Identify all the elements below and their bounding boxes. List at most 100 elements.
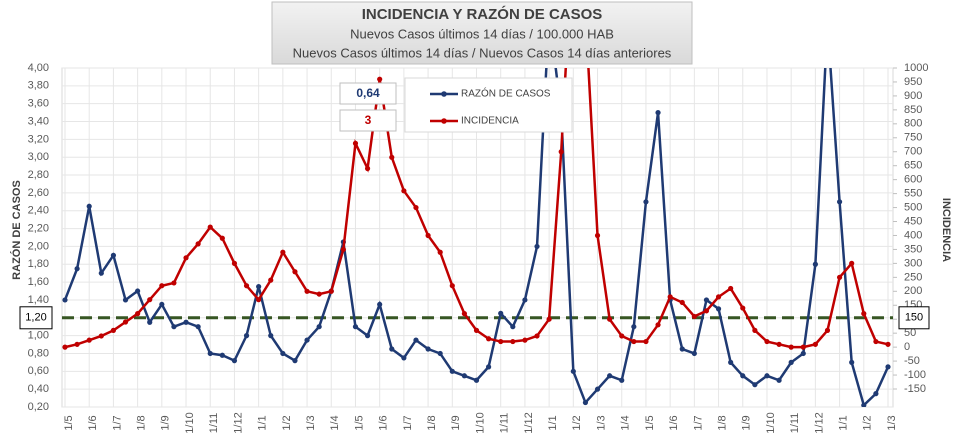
point — [655, 322, 661, 328]
point — [752, 327, 758, 333]
y2-tick-label: 600 — [904, 174, 922, 186]
point — [401, 355, 407, 361]
ref-label: 150 — [905, 312, 923, 324]
y2-tick-label: 650 — [904, 160, 922, 172]
x-tick-label: 1/6 — [87, 415, 99, 430]
point — [425, 346, 431, 352]
ref-box — [898, 306, 930, 330]
y2-tick-label: 250 — [904, 271, 922, 283]
point — [510, 338, 516, 345]
point — [413, 204, 419, 211]
ref-label: 1,20 — [25, 312, 46, 324]
x-tick-label: 1/5 — [63, 415, 75, 430]
point — [849, 359, 855, 365]
x-tick-label: 1/5 — [353, 415, 365, 430]
y-tick-label: 3,20 — [28, 133, 49, 145]
point — [243, 333, 250, 339]
y2-tick-label: 50 — [904, 327, 916, 339]
point — [486, 336, 492, 342]
point — [449, 283, 455, 289]
point — [219, 352, 225, 358]
point — [873, 338, 879, 345]
x-tick-label: 1/7 — [692, 415, 704, 430]
y-tick-label: 3,00 — [28, 151, 49, 163]
point — [280, 249, 286, 255]
point — [800, 344, 806, 350]
point — [522, 337, 528, 343]
latest-value: 3 — [365, 113, 372, 127]
x-tick-label: 1/11 — [208, 413, 220, 434]
point — [389, 346, 395, 352]
point — [885, 364, 891, 370]
x-tick-label: 1/12 — [232, 412, 244, 433]
x-tick-label: 1/7 — [111, 415, 123, 430]
legend-swatch — [441, 118, 447, 124]
point — [885, 341, 891, 347]
point — [328, 288, 334, 294]
y2-tick-label: 450 — [904, 215, 922, 227]
point — [122, 319, 129, 325]
x-tick-label: 1/1 — [547, 415, 559, 430]
y2-tick-label: 850 — [904, 104, 922, 116]
y-tick-label: 0,80 — [28, 347, 49, 359]
latest-box — [339, 82, 397, 105]
point — [147, 319, 153, 325]
point — [207, 224, 213, 230]
point — [98, 333, 104, 339]
y2-tick-label: 950 — [904, 76, 922, 88]
y2-tick-label: 1000 — [904, 62, 928, 74]
point — [74, 266, 80, 272]
point — [861, 402, 867, 407]
y2-tick-label: 900 — [904, 90, 922, 102]
x-tick-label: 1/11 — [789, 413, 801, 434]
point — [437, 350, 443, 357]
point — [364, 165, 371, 172]
point — [631, 324, 637, 330]
x-tick-label: 1/8 — [136, 415, 148, 430]
point — [352, 140, 359, 146]
legend-label: RAZÓN DE CASOS — [461, 87, 551, 100]
point — [316, 324, 322, 330]
point — [86, 337, 92, 343]
point — [849, 260, 855, 266]
point — [473, 327, 480, 333]
point — [643, 199, 649, 205]
y-tick-label: 3,40 — [28, 115, 49, 127]
point — [534, 333, 540, 339]
point — [510, 324, 516, 330]
point — [449, 368, 455, 374]
point — [110, 327, 117, 333]
point — [667, 294, 673, 300]
y2-tick-label: -150 — [904, 383, 926, 395]
x-tick-label: 1/2 — [862, 415, 874, 430]
y-tick-label: 2,00 — [28, 240, 49, 252]
point — [873, 391, 879, 397]
point — [292, 269, 298, 275]
point — [861, 311, 867, 317]
point — [679, 346, 685, 352]
point — [691, 313, 697, 320]
y-tick-label: 3,80 — [28, 80, 49, 92]
point — [364, 333, 371, 339]
latest-value: 0,64 — [356, 86, 380, 100]
point — [825, 21, 830, 26]
x-tick-label: 1/6 — [668, 415, 680, 430]
point — [812, 261, 818, 267]
point — [389, 154, 395, 160]
point — [812, 341, 818, 347]
x-tick-label: 1/6 — [378, 415, 390, 430]
x-tick-label: 1/9 — [741, 415, 753, 430]
point — [316, 291, 322, 297]
y2-tick-label: 500 — [904, 201, 922, 213]
y2-tick-label: 400 — [904, 229, 922, 241]
point — [715, 294, 722, 300]
point — [437, 249, 443, 255]
point — [776, 377, 782, 383]
point — [377, 76, 383, 82]
point — [304, 337, 310, 343]
point — [352, 324, 359, 330]
point — [62, 297, 68, 303]
y-tick-label: 1,40 — [28, 294, 49, 306]
y-tick-label: 1,60 — [28, 276, 49, 288]
